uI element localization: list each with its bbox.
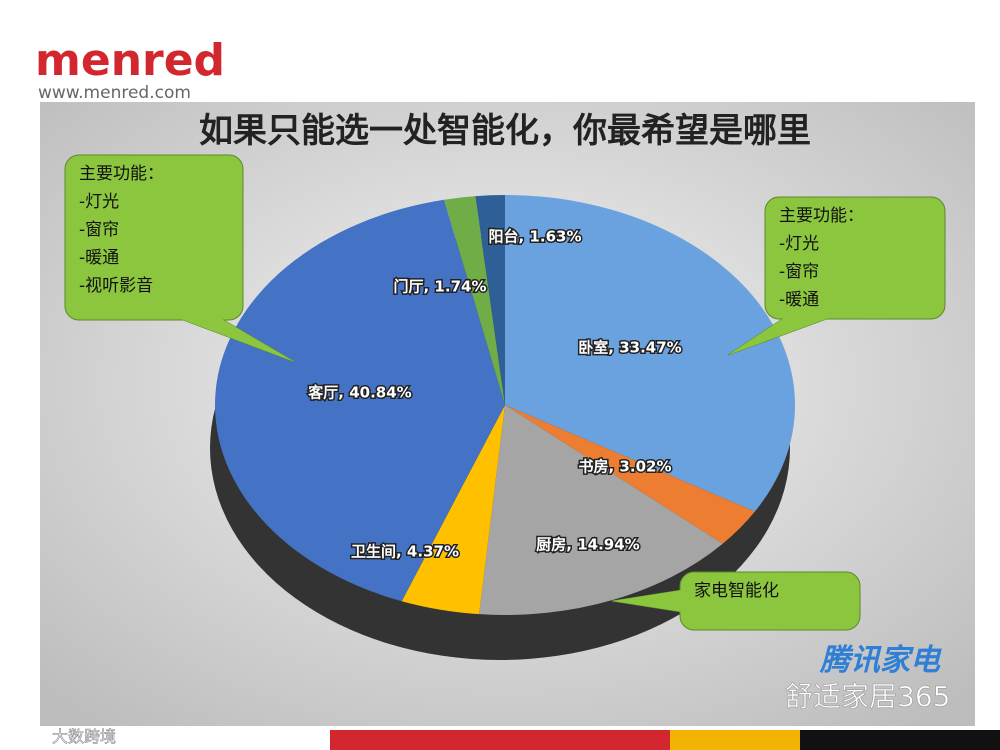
- stripe: [670, 730, 800, 750]
- pie: 卧室, 33.47% 书房, 3.02% 厨房, 14.94% 卫生间, 4.37% 客…: [215, 195, 796, 616]
- callout-pointer-fill: [728, 314, 840, 355]
- logo-brand: menred: [35, 35, 225, 86]
- slice-label: 门厅, 1.74%: [394, 278, 487, 296]
- slice-label: 厨房, 14.94%: [536, 536, 639, 554]
- callout-text: -灯光: [79, 192, 119, 212]
- callout-text: -灯光: [779, 234, 819, 254]
- logo-url: www.menred.com: [38, 83, 191, 103]
- slice-label: 阳台, 1.63%: [489, 228, 582, 246]
- pie-slice: [505, 195, 796, 512]
- pie-slice: [505, 405, 755, 544]
- chart-title: 如果只能选一处智能化，你最希望是哪里: [199, 111, 811, 151]
- stripe: [330, 730, 670, 750]
- callout-text: -暖通: [79, 248, 119, 268]
- callout-text: -窗帘: [779, 262, 819, 282]
- stripe: [0, 730, 330, 750]
- callout-box: [764, 196, 946, 320]
- callout-text: 家电智能化: [694, 581, 779, 601]
- pie-slice: [215, 199, 506, 602]
- slice-label: 卫生间, 4.37%: [351, 543, 459, 561]
- pie-slice: [444, 196, 505, 405]
- pie-slice: [475, 195, 505, 405]
- callout-text: -窗帘: [79, 220, 119, 240]
- watermark: 腾讯家电: [819, 643, 942, 678]
- callout-text: 主要功能：: [79, 164, 164, 184]
- callout-pointer-fill: [170, 315, 295, 362]
- callout-pointer-fill: [612, 590, 682, 612]
- slice-label: 书房, 3.02%: [579, 458, 672, 476]
- callout-text: -暖通: [779, 290, 819, 310]
- callout-box: [64, 154, 244, 321]
- watermark: 舒适家居365: [785, 680, 950, 713]
- pie-slice: [401, 405, 505, 615]
- callout-text: -视听影音: [79, 276, 153, 296]
- slice-label: 卧室, 33.47%: [578, 339, 681, 357]
- pie-slice: [479, 405, 723, 616]
- callout-text: 主要功能：: [779, 206, 864, 226]
- slice-label: 客厅, 40.84%: [307, 384, 411, 402]
- stripe: [800, 730, 1000, 750]
- watermark: 大数跨境: [52, 727, 116, 746]
